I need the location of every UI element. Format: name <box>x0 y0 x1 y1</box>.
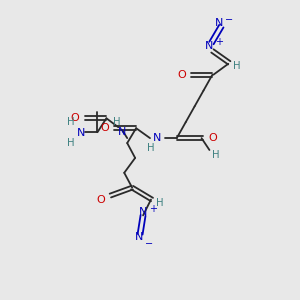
Text: −: − <box>225 15 233 25</box>
Text: H: H <box>147 143 155 153</box>
Text: N: N <box>205 41 214 51</box>
Text: N: N <box>139 207 147 218</box>
Text: O: O <box>208 133 217 143</box>
Text: O: O <box>70 113 79 123</box>
Text: O: O <box>96 194 105 205</box>
Text: N: N <box>215 18 224 28</box>
Text: N: N <box>135 232 143 242</box>
Text: +: + <box>149 204 157 214</box>
Text: H: H <box>67 138 74 148</box>
Text: H: H <box>233 61 241 71</box>
Text: H: H <box>212 150 219 160</box>
Text: +: + <box>215 37 223 47</box>
Text: O: O <box>100 123 109 133</box>
Text: N: N <box>76 128 85 138</box>
Text: H: H <box>112 117 120 127</box>
Text: N: N <box>118 127 126 137</box>
Text: N: N <box>153 133 161 143</box>
Text: H: H <box>67 117 74 127</box>
Text: −: − <box>145 239 153 249</box>
Text: O: O <box>177 70 186 80</box>
Text: H: H <box>156 199 164 208</box>
